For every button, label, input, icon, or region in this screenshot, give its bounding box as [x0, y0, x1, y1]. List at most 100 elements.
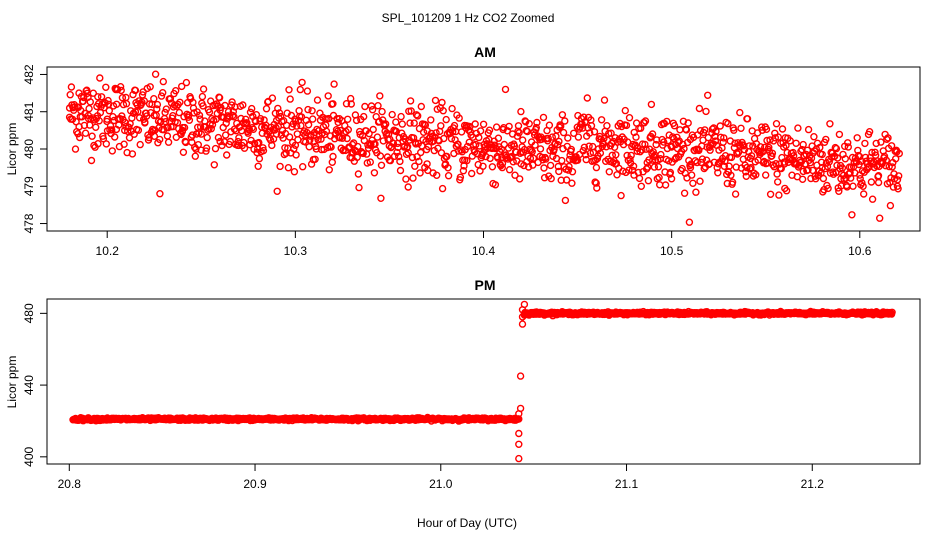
data-point [440, 134, 448, 143]
data-point [360, 112, 368, 121]
data-point [714, 169, 722, 177]
data-point [747, 163, 755, 172]
data-point [447, 134, 456, 143]
data-point [74, 129, 82, 138]
data-point [444, 164, 452, 172]
data-point [617, 191, 625, 200]
data-point [347, 100, 355, 108]
data-point [382, 120, 390, 128]
data-point [655, 173, 663, 182]
data-point [893, 182, 902, 191]
data-point [724, 167, 732, 176]
data-point [276, 162, 284, 171]
data-point [887, 142, 896, 150]
data-point [872, 139, 880, 148]
data-point [789, 148, 797, 157]
data-point [198, 92, 207, 101]
data-point [627, 151, 635, 160]
data-point [494, 134, 503, 142]
data-point [768, 149, 777, 158]
data-point [123, 127, 132, 136]
data-point [475, 133, 483, 142]
x-tick-label: 21.2 [801, 477, 825, 491]
data-point [194, 140, 203, 149]
data-point [835, 130, 844, 139]
data-point [765, 143, 773, 152]
data-point [818, 150, 826, 159]
data-point [854, 151, 863, 160]
data-point [705, 160, 713, 168]
data-point [889, 183, 898, 191]
data-point [831, 143, 839, 152]
data-point [385, 156, 394, 164]
data-point [886, 178, 894, 187]
data-point [313, 125, 321, 134]
data-point [600, 134, 608, 143]
data-point [580, 143, 589, 152]
data-point [177, 82, 186, 91]
x-tick-label: 10.4 [472, 244, 496, 258]
data-point [153, 100, 162, 109]
data-point [612, 151, 620, 159]
data-point [884, 134, 892, 142]
am-x-axis: 10.2 10.3 10.4 10.5 10.6 [96, 230, 872, 258]
data-point [87, 156, 96, 165]
data-point [648, 130, 657, 138]
data-point [570, 129, 578, 138]
data-point [329, 100, 337, 108]
data-point [492, 123, 501, 131]
data-point [558, 111, 567, 119]
data-point [516, 404, 525, 413]
pm-plot-box [46, 298, 921, 465]
data-point [210, 161, 219, 169]
data-point [472, 140, 480, 149]
data-point [199, 85, 208, 93]
data-point [216, 106, 224, 115]
data-point [536, 152, 544, 161]
data-point [491, 181, 500, 189]
data-point [226, 137, 235, 146]
data-point [327, 143, 335, 151]
data-point [847, 174, 855, 182]
data-point [122, 99, 131, 108]
data-point [479, 120, 488, 129]
data-point [518, 313, 527, 321]
data-point [171, 86, 180, 95]
data-point [810, 132, 818, 141]
data-point [670, 121, 679, 130]
data-point [626, 155, 634, 163]
data-point [529, 154, 538, 162]
data-point [417, 102, 425, 111]
data-point [342, 99, 351, 108]
data-point [641, 140, 649, 149]
data-point [747, 152, 756, 160]
pm-y-axis: 400 440 480 [22, 303, 48, 467]
data-point [307, 160, 316, 168]
data-point [568, 179, 576, 187]
data-point [696, 177, 704, 185]
data-point [544, 134, 552, 143]
data-point [874, 178, 883, 187]
data-point [67, 83, 76, 91]
data-point [408, 153, 417, 162]
data-point [766, 190, 775, 199]
data-point [525, 119, 533, 128]
data-point [736, 108, 744, 117]
data-point [693, 158, 701, 167]
data-point [857, 157, 865, 165]
data-point [586, 129, 594, 137]
data-point [774, 178, 782, 186]
data-point [520, 311, 529, 319]
data-point [600, 96, 609, 104]
data-point [97, 93, 106, 101]
data-point [273, 187, 281, 196]
data-point [239, 101, 247, 109]
data-point [557, 122, 565, 130]
data-point [431, 96, 440, 105]
data-point [868, 195, 877, 203]
data-point [663, 117, 671, 126]
data-point [308, 107, 316, 115]
data-point [235, 134, 243, 142]
data-point [230, 113, 238, 121]
data-point [775, 191, 783, 199]
